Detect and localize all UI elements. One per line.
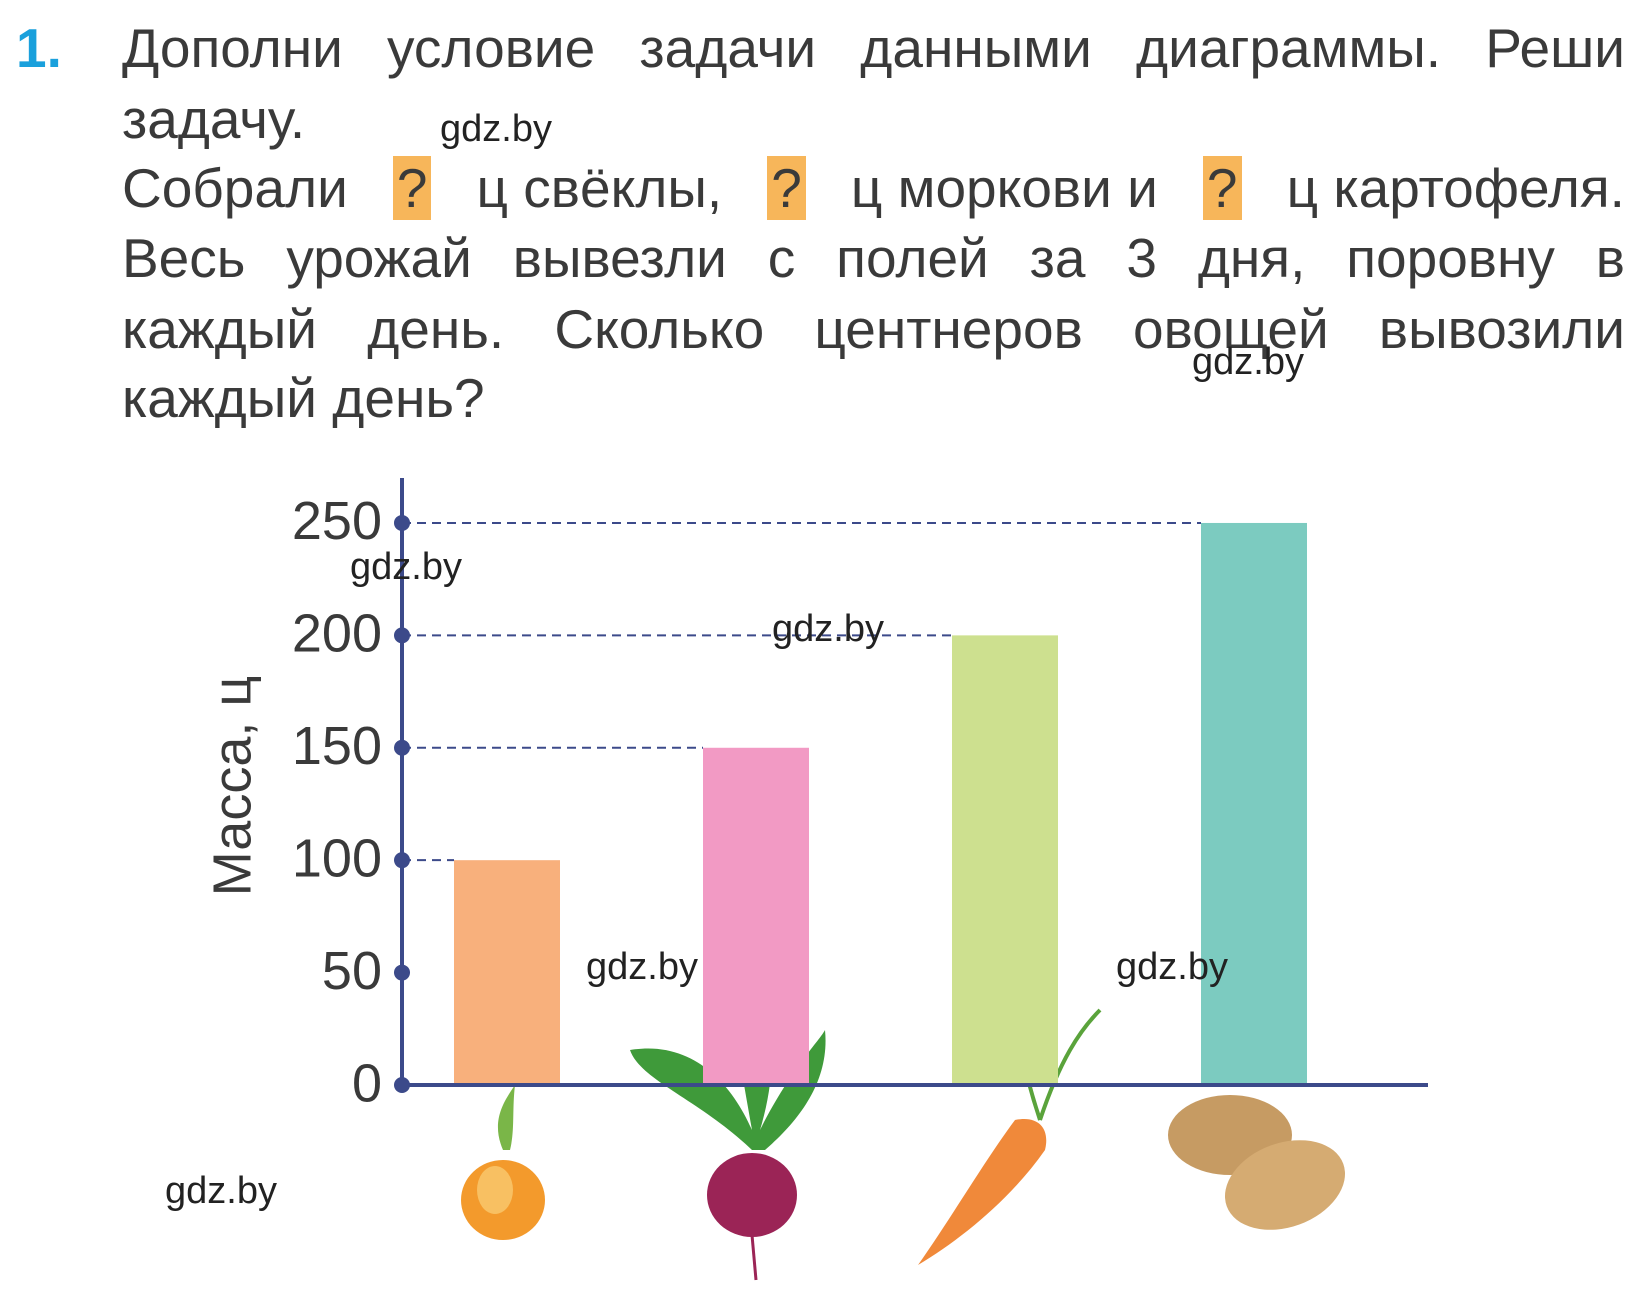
task-line: каждый день. Сколько центнеров овощей вы… <box>122 298 1625 360</box>
bar <box>1201 522 1307 1085</box>
bar <box>703 747 809 1085</box>
tick-dot <box>394 852 410 869</box>
y-axis-label: Масса, ц <box>202 676 262 897</box>
bar <box>454 860 560 1085</box>
watermark: gdz.by <box>586 946 698 988</box>
y-tick-label: 50 <box>322 941 382 1001</box>
tick-dot <box>394 514 410 531</box>
onion <box>461 1085 545 1240</box>
watermark: gdz.by <box>165 1170 277 1212</box>
task-line: Весь урожай вывезли с полей за 3 дня, по… <box>122 227 1625 289</box>
text: ц картофеля. <box>1286 157 1625 219</box>
watermark: gdz.by <box>350 546 462 588</box>
watermark: gdz.by <box>1116 946 1228 988</box>
tick-dot <box>394 1077 410 1093</box>
y-tick-label: 100 <box>292 828 382 888</box>
text: ц моркови и <box>850 157 1158 219</box>
text: ц свёклы, <box>476 157 723 219</box>
tick-dot <box>394 964 410 981</box>
blank-box: ? <box>392 156 432 220</box>
blank-box: ? <box>1202 156 1242 220</box>
blank-box: ? <box>767 156 806 220</box>
task-line: каждый день? <box>122 367 485 429</box>
y-tick-label: 250 <box>292 491 382 551</box>
task-line: Дополни условие задачи данными диаграммы… <box>122 17 1625 79</box>
task-line: задачу. <box>122 88 306 150</box>
y-tick-label: 200 <box>292 604 382 664</box>
potatoes <box>1168 1095 1346 1230</box>
beet <box>630 990 826 1281</box>
y-tick-label: 150 <box>292 716 382 776</box>
watermark: gdz.by <box>440 108 552 150</box>
tick-dot <box>394 739 410 756</box>
task-number: 1. <box>16 17 62 79</box>
y-tick-label: 0 <box>352 1053 382 1113</box>
watermark: gdz.by <box>772 608 884 650</box>
task-line: Собрали ? ц свёклы, ? ц моркови и ? ц ка… <box>122 156 1625 220</box>
text: Собрали <box>122 157 348 219</box>
tick-dot <box>394 627 410 644</box>
watermark: gdz.by <box>1192 341 1304 383</box>
bar <box>952 635 1058 1085</box>
